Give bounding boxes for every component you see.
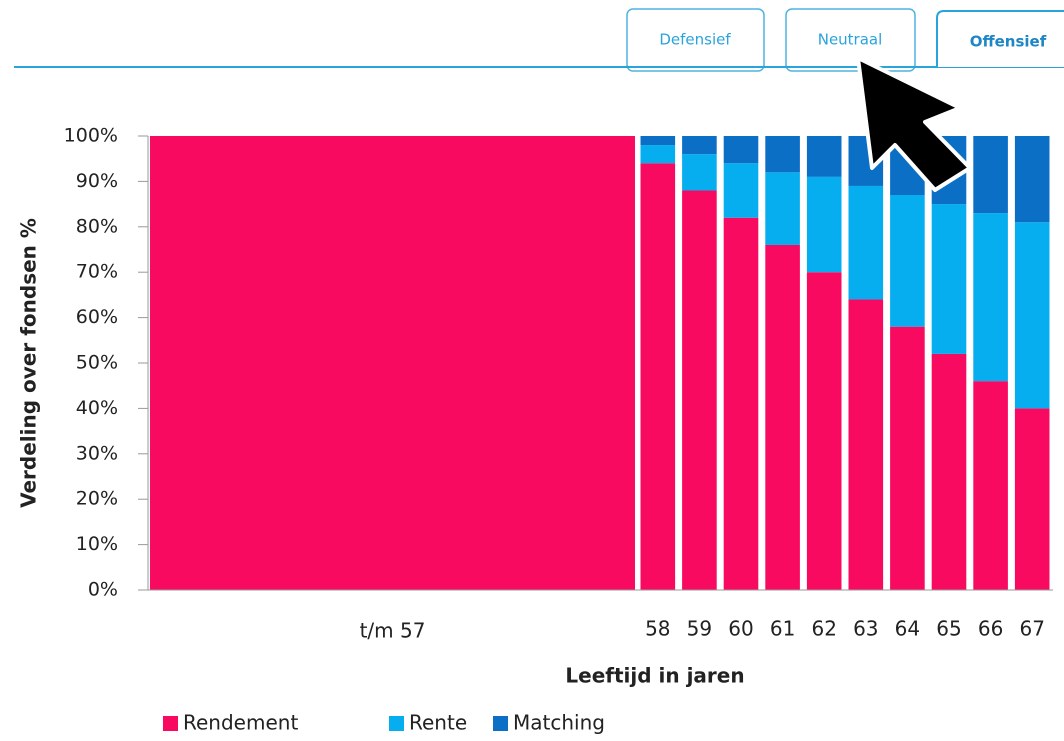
x-tick-label: 62 (811, 617, 836, 641)
bar-segment (890, 326, 925, 590)
bar-segment (1014, 136, 1050, 223)
bar-segment (682, 190, 717, 591)
x-tick-label: 60 (728, 617, 753, 641)
legend-swatch (163, 716, 178, 731)
tab-defensief[interactable] (626, 8, 765, 72)
bar-segment (848, 299, 884, 590)
bar-segment (723, 163, 759, 218)
bar-segment (682, 154, 717, 191)
bar-segment (806, 176, 842, 273)
y-tick-label: 40% (76, 397, 118, 419)
tab-offensief[interactable] (936, 10, 1064, 67)
plot: 0% 10% 20% 30% 40% 50% 60% 70% 80% 90% 100% t/m 57 5… (64, 125, 1053, 735)
bar-segment (890, 195, 925, 327)
y-tick-label: 100% (64, 125, 118, 147)
x-tick-label: t/m 57 (360, 619, 426, 643)
y-tick-label: 70% (76, 261, 118, 283)
y-tick-label: 50% (76, 352, 118, 374)
y-tick-label: 0% (88, 579, 118, 601)
bar-segment (765, 136, 800, 173)
x-tick-label: 59 (687, 617, 712, 641)
bar-segment (931, 204, 967, 354)
bar-segment (723, 136, 759, 164)
tab-neutraal[interactable] (785, 8, 916, 72)
y-axis-title: Verdeling over fondsen % (17, 218, 41, 508)
legend-label: Matching (513, 711, 605, 735)
x-tick-label: 66 (978, 617, 1003, 641)
legend-swatch (493, 716, 508, 731)
bar-segment (931, 353, 967, 590)
bar-segment (682, 136, 717, 155)
tab-label[interactable]: Offensief (970, 33, 1047, 51)
bar-segment (765, 244, 800, 590)
x-tick-label: 64 (895, 617, 920, 641)
bar-segment (1014, 222, 1050, 409)
bar-segment (973, 136, 1008, 214)
y-tick-label: 10% (76, 533, 118, 555)
bar-segment (150, 136, 635, 590)
bar-segment (806, 136, 842, 177)
x-tick-label: 63 (853, 617, 878, 641)
y-tick-label: 20% (76, 488, 118, 510)
y-tick-label: 30% (76, 442, 118, 464)
bar-segment (973, 213, 1008, 382)
legend-label: Rente (409, 711, 467, 735)
tab-label[interactable]: Neutraal (818, 31, 883, 49)
bar-segment (640, 145, 676, 164)
x-tick-label: 58 (645, 617, 670, 641)
tab-label[interactable]: Defensief (659, 31, 731, 49)
y-tick-label: 60% (76, 306, 118, 328)
bar-segment (848, 185, 884, 300)
bar-segment (973, 381, 1008, 590)
x-tick-label: 65 (936, 617, 961, 641)
bar-segment (806, 272, 842, 590)
mouse-cursor (856, 56, 972, 192)
y-tick-label: 90% (76, 170, 118, 192)
bar-segment (640, 136, 676, 146)
bar-segment (1014, 408, 1050, 590)
legend-swatch (389, 716, 404, 731)
legend-label: Rendement (183, 711, 298, 735)
x-axis-title: Leeftijd in jaren (565, 664, 744, 688)
x-tick-label: 61 (770, 617, 795, 641)
bar-segment (640, 163, 676, 591)
x-tick-label: 67 (1019, 617, 1044, 641)
y-tick-label: 80% (76, 215, 118, 237)
bar-segment (723, 217, 759, 590)
bar-segment (765, 172, 800, 245)
